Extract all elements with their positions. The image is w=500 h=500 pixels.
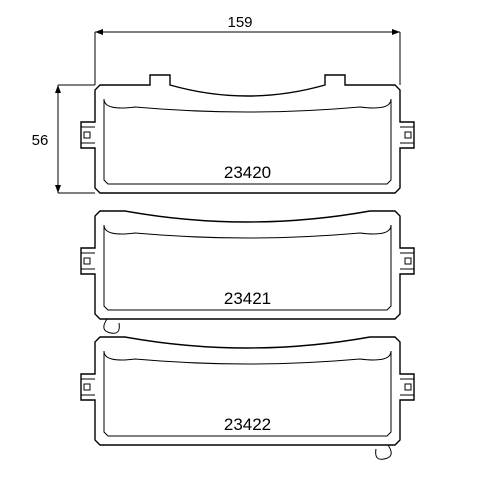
wear-clip bbox=[376, 445, 392, 459]
ear-notch bbox=[84, 258, 90, 264]
pad-label-1: 23421 bbox=[224, 289, 271, 308]
ear-notch bbox=[405, 384, 411, 390]
dim-height-label: 56 bbox=[32, 132, 49, 149]
arrowhead bbox=[55, 85, 61, 93]
dim-width-label: 159 bbox=[227, 14, 252, 31]
ear-notch bbox=[84, 384, 90, 390]
ear-notch bbox=[405, 258, 411, 264]
arrowhead bbox=[392, 29, 400, 35]
wear-clip bbox=[104, 319, 120, 333]
arrowhead bbox=[95, 29, 103, 35]
arrowhead bbox=[55, 185, 61, 193]
ear-notch bbox=[84, 132, 90, 138]
ear-notch bbox=[405, 132, 411, 138]
pad-label-2: 23422 bbox=[224, 415, 271, 434]
pad-label-0: 23420 bbox=[224, 163, 271, 182]
